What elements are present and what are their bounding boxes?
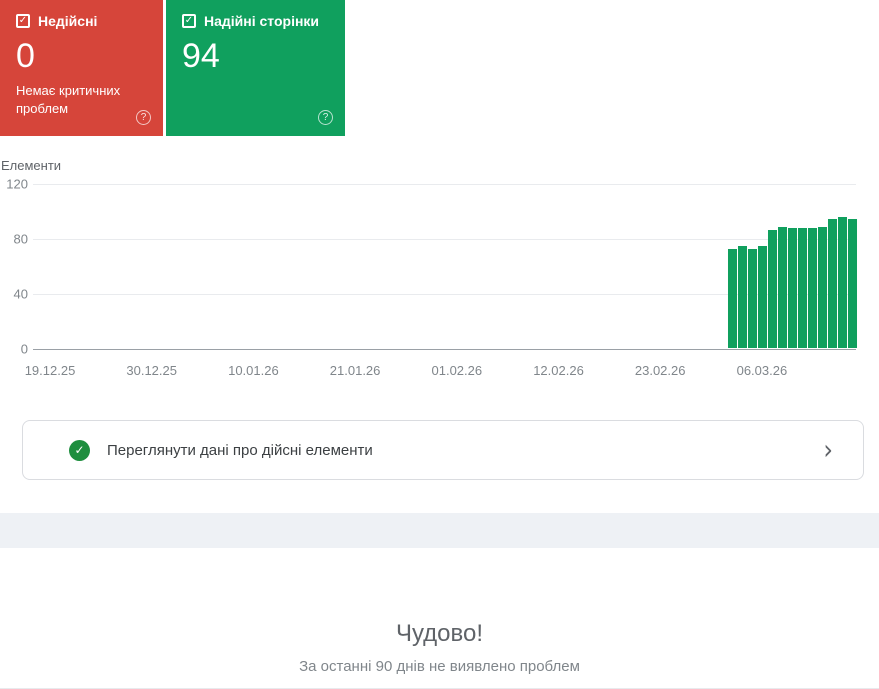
gridline (33, 349, 856, 350)
valid-checkbox[interactable]: ✓ (182, 14, 196, 28)
status-message-title: Чудово! (395, 620, 484, 647)
invalid-card[interactable]: ✓ Недійсні 0 Немає критичних проблем ? (0, 0, 163, 136)
valid-pages-bar[interactable] (818, 227, 827, 348)
summary-cards: ✓ Недійсні 0 Немає критичних проблем ? ✓… (0, 0, 345, 136)
gridline (33, 294, 856, 295)
invalid-card-label: Недійсні (38, 13, 98, 29)
valid-pages-bar[interactable] (778, 227, 787, 348)
check-circle-icon: ✓ (69, 439, 90, 461)
valid-card[interactable]: ✓ Надійні сторінки 94 ? (166, 0, 345, 136)
valid-count: 94 (182, 37, 220, 75)
valid-pages-bar[interactable] (728, 249, 737, 348)
chart-y-axis-title: Елементи (1, 158, 62, 173)
valid-pages-bar[interactable] (768, 229, 777, 348)
y-tick-label: 0 (20, 341, 28, 357)
view-valid-items-card[interactable]: ✓ Переглянути дані про дійсні елементи › (22, 420, 864, 480)
x-tick-label: 01.02.26 (431, 363, 483, 378)
valid-pages-bar[interactable] (848, 218, 857, 348)
invalid-count: 0 (16, 37, 35, 75)
valid-pages-bar[interactable] (748, 249, 757, 348)
valid-card-header: ✓ Надійні сторінки (182, 13, 329, 29)
status-message-subtitle: За останні 90 днів не виявлено проблем (299, 658, 580, 675)
items-chart: Елементи 0 40 80 120 19.12.25 30.12.25 10.01.… (0, 155, 879, 390)
valid-pages-bar[interactable] (828, 218, 837, 348)
y-tick-label: 80 (13, 231, 28, 247)
x-tick-label: 23.02.26 (634, 363, 686, 378)
help-icon[interactable]: ? (136, 110, 151, 125)
invalid-checkbox[interactable]: ✓ (16, 14, 30, 28)
x-tick-label: 10.01.26 (228, 363, 279, 378)
view-valid-items-label: Переглянути дані про дійсні елементи (107, 441, 373, 459)
valid-pages-bar[interactable] (738, 246, 747, 348)
section-separator-band (0, 513, 879, 548)
valid-card-label: Надійні сторінки (204, 13, 320, 29)
valid-pages-bar[interactable] (808, 228, 817, 348)
invalid-card-subtitle: Немає критичних проблем (16, 83, 121, 116)
y-tick-label: 40 (13, 286, 28, 302)
help-icon[interactable]: ? (318, 110, 333, 125)
valid-pages-bar[interactable] (758, 246, 767, 348)
x-tick-label: 12.02.26 (533, 363, 584, 378)
invalid-card-header: ✓ Недійсні (16, 13, 147, 29)
x-tick-label: 21.01.26 (329, 363, 381, 378)
valid-pages-bar[interactable] (798, 228, 807, 348)
x-tick-label: 19.12.25 (24, 363, 76, 378)
x-tick-label: 30.12.25 (126, 363, 177, 378)
x-tick-label: 06.03.26 (736, 363, 788, 378)
valid-pages-bar[interactable] (788, 228, 797, 348)
y-tick-label: 120 (6, 176, 28, 192)
gridline (33, 184, 856, 185)
gridline (33, 239, 856, 240)
plot-area (33, 184, 857, 350)
valid-pages-bar[interactable] (838, 217, 847, 348)
chevron-right-icon[interactable]: › (823, 433, 833, 467)
